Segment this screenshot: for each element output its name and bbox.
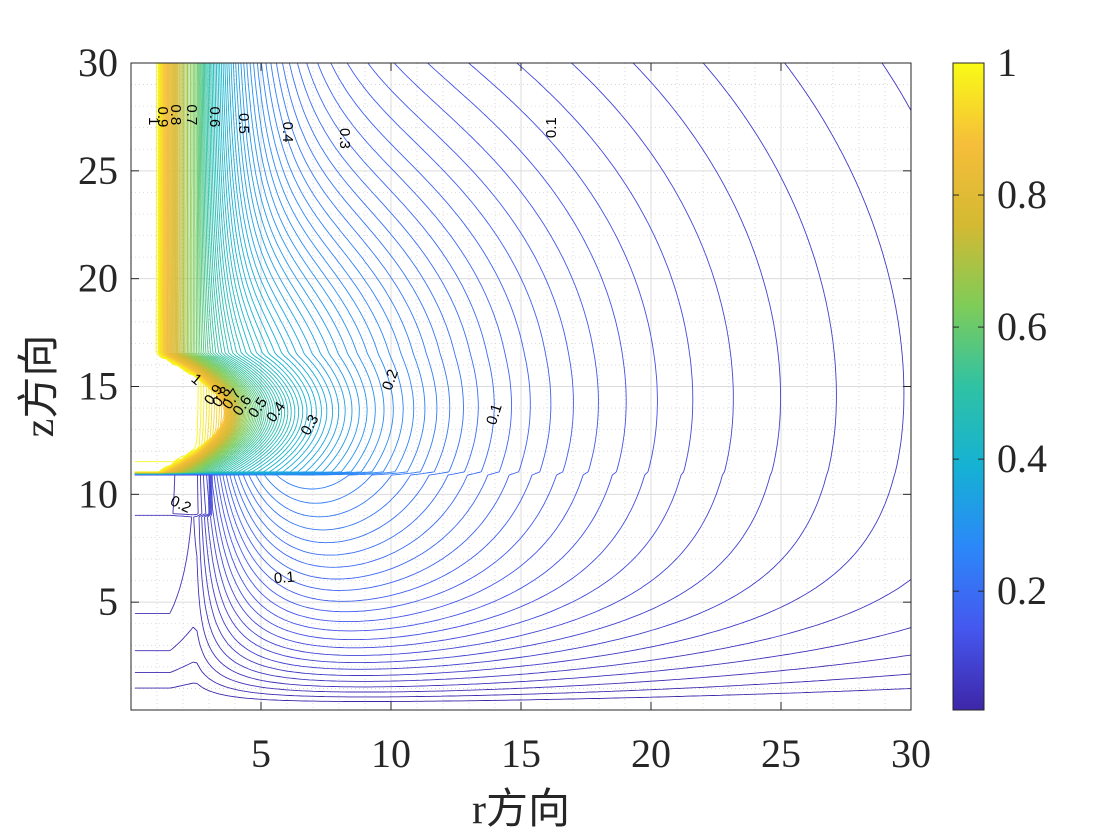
contour-label: 0.8	[167, 104, 184, 125]
contour-line	[134, 63, 495, 568]
colorbar-tick-label: 1	[997, 40, 1017, 85]
grid	[131, 63, 911, 710]
y-tick-label: 20	[78, 256, 118, 301]
x-tick-label: 25	[761, 731, 801, 776]
axis-ticks: 5 10 15 20 25 30 5 10 15 20 25 30	[78, 40, 931, 776]
contour-line	[134, 63, 199, 463]
y-tick-label: 5	[98, 579, 118, 624]
contour-line	[134, 474, 911, 693]
contour-label: 0.2	[379, 367, 402, 392]
colorbar-tick-label: 0.2	[997, 568, 1047, 613]
contour-label: 0.5	[235, 113, 252, 134]
colorbar-tick-label: 0.4	[997, 436, 1047, 481]
contour-labels: 0.10.30.40.50.60.70.80.910.20.10.30.40.5…	[145, 104, 560, 587]
x-tick-label: 20	[631, 731, 671, 776]
contour-label: 0.1	[483, 402, 506, 427]
contour-line	[134, 63, 599, 623]
contour-line	[134, 63, 574, 613]
y-tick-label: 25	[78, 148, 118, 193]
contour-label: 0.1	[543, 117, 560, 138]
contour-label: 0.6	[206, 106, 223, 127]
contour-label: 0.4	[279, 122, 296, 143]
contour-label: 0.3	[336, 128, 353, 149]
contour-label: 0.9	[154, 106, 171, 127]
contour-label: 1	[145, 117, 162, 125]
x-axis-label: r方向	[472, 787, 570, 833]
contour-line	[134, 63, 782, 664]
x-tick-label: 5	[251, 731, 271, 776]
contour-line	[134, 474, 911, 688]
contour-label: 0.7	[183, 104, 200, 125]
contour-line	[134, 682, 911, 702]
contour-line	[134, 63, 734, 656]
colorbar-tick-label: 0.6	[997, 304, 1047, 349]
contour-line	[134, 63, 837, 670]
contour-line	[134, 661, 911, 698]
x-tick-label: 15	[501, 731, 541, 776]
contour-lines	[134, 63, 911, 702]
x-tick-label: 10	[371, 731, 411, 776]
colorbar-ticks: 0.2 0.4 0.6 0.8 1	[953, 40, 1047, 613]
y-tick-label: 30	[78, 40, 118, 85]
contour-line	[134, 63, 627, 632]
colorbar	[952, 62, 985, 711]
y-tick-label: 10	[78, 471, 118, 516]
x-tick-label: 30	[891, 731, 931, 776]
contour-line	[134, 63, 202, 473]
contour-label: 0.1	[273, 569, 295, 588]
colorbar-tick-label: 0.8	[997, 172, 1047, 217]
y-tick-label: 15	[78, 364, 118, 409]
y-axis-label: z方向	[17, 335, 63, 438]
